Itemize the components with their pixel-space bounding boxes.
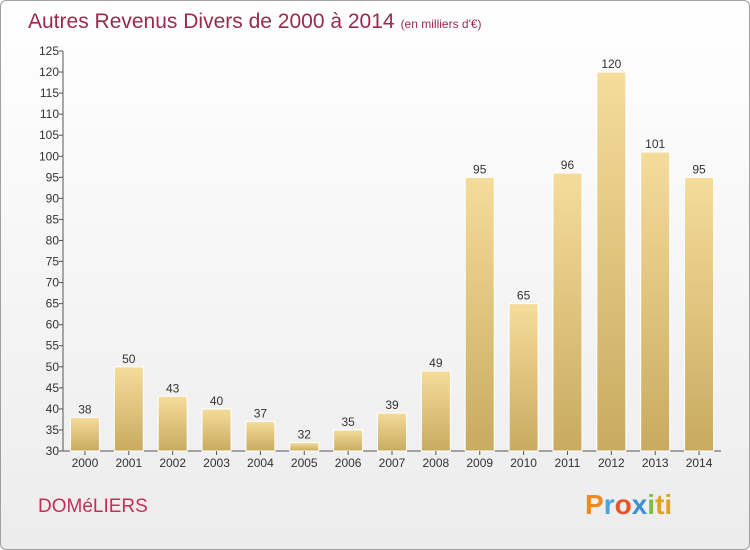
y-tick-label: 85 (46, 212, 60, 226)
bar-value-label: 32 (298, 428, 312, 442)
bar (640, 151, 671, 452)
y-tick-label: 60 (46, 318, 60, 332)
bar (420, 370, 451, 452)
x-tick-label: 2012 (598, 456, 625, 470)
logo-letter: ti (655, 489, 673, 520)
bar (596, 71, 627, 452)
y-tick-label: 95 (46, 170, 60, 184)
y-tick-label: 120 (39, 65, 59, 79)
y-tick-label: 70 (46, 276, 60, 290)
bar-value-label: 39 (385, 398, 399, 412)
logo-letter: r (603, 489, 615, 520)
x-tick-label: 2014 (686, 456, 713, 470)
y-tick-label: 50 (46, 360, 60, 374)
bar (113, 366, 144, 452)
y-tick-label: 105 (39, 128, 59, 142)
x-tick-label: 2006 (335, 456, 362, 470)
y-tick-label: 80 (46, 233, 60, 247)
bar-value-label: 101 (645, 137, 665, 151)
logo-letter: i (647, 489, 656, 520)
y-tick-label: 90 (46, 191, 60, 205)
bar-value-label: 65 (517, 289, 531, 303)
bar (245, 421, 276, 452)
commune-name: DOMéLIERS (38, 496, 148, 517)
x-tick-label: 2008 (423, 456, 450, 470)
bar-value-label: 96 (561, 158, 575, 172)
bar-value-label: 49 (429, 356, 443, 370)
bar-value-label: 37 (254, 407, 268, 421)
y-tick-label: 55 (46, 339, 60, 353)
bar-value-label: 50 (122, 352, 136, 366)
bar (552, 172, 583, 452)
x-tick-label: 2004 (247, 456, 274, 470)
y-tick-label: 35 (46, 423, 60, 437)
chart-subtitle: (en milliers d'€) (400, 17, 482, 31)
x-tick-label: 2010 (510, 456, 537, 470)
bar (69, 416, 100, 452)
y-tick-label: 75 (46, 255, 60, 269)
chart-title-text: Autres Revenus Divers de 2000 à 2014 (28, 10, 395, 33)
x-tick-label: 2005 (291, 456, 318, 470)
y-tick-label: 125 (39, 44, 59, 58)
x-tick-label: 2007 (379, 456, 406, 470)
bar-value-label: 95 (473, 162, 487, 176)
logo-letter: x (631, 489, 648, 520)
y-tick-label: 45 (46, 381, 60, 395)
y-tick-label: 65 (46, 297, 60, 311)
proxiti-logo: Proxiti (585, 489, 672, 521)
x-tick-label: 2001 (115, 456, 142, 470)
x-tick-label: 2011 (555, 456, 581, 470)
bar (201, 408, 232, 452)
bar-value-label: 38 (78, 402, 92, 416)
bar-value-label: 40 (210, 394, 224, 408)
x-tick-label: 2000 (72, 456, 99, 470)
x-tick-label: 2003 (203, 456, 230, 470)
bar-value-label: 35 (341, 415, 355, 429)
chart-title: Autres Revenus Divers de 2000 à 2014 (en … (28, 10, 482, 34)
bar-value-label: 120 (601, 57, 621, 71)
bar (464, 176, 495, 452)
y-tick-label: 115 (40, 86, 59, 100)
bar-value-label: 43 (166, 381, 180, 395)
bar (289, 442, 320, 452)
bar (157, 395, 188, 452)
bar (508, 303, 539, 452)
bar (333, 429, 364, 452)
y-tick-label: 100 (39, 149, 59, 163)
bar-value-label: 95 (692, 162, 706, 176)
bar (377, 412, 407, 452)
bar (684, 176, 715, 452)
x-tick-label: 2009 (466, 456, 493, 470)
logo-letter: o (614, 489, 632, 520)
logo-letter: P (585, 489, 604, 520)
y-tick-label: 30 (46, 444, 60, 458)
x-tick-label: 2013 (642, 456, 669, 470)
y-tick-label: 40 (46, 402, 60, 416)
y-tick-label: 110 (40, 107, 59, 121)
x-tick-label: 2002 (159, 456, 186, 470)
